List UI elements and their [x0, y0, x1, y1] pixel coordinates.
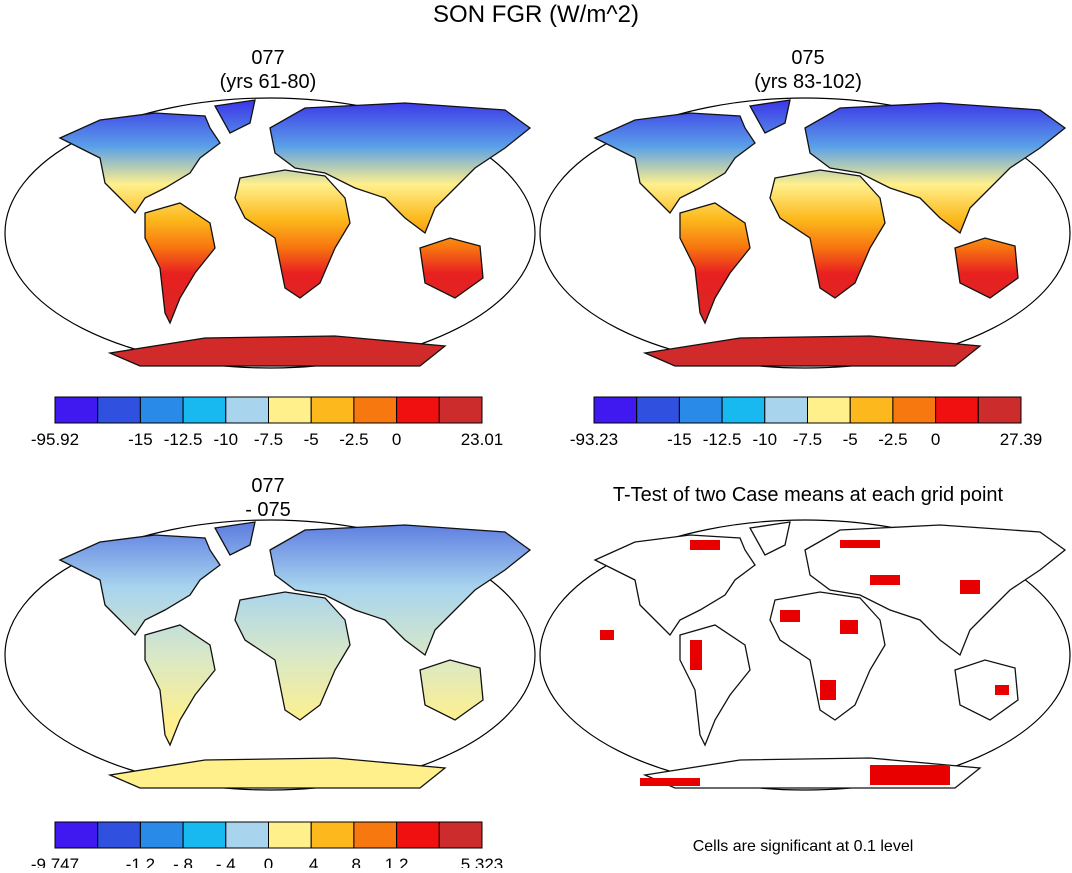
- panel-title: 075: [791, 47, 824, 69]
- colorbar-label: 23.01: [461, 430, 504, 449]
- colorbar-box: [678, 396, 723, 424]
- colorbar-box: [593, 396, 638, 424]
- colorbar-label: -.8: [173, 855, 193, 868]
- colorbar-label: 1.2: [385, 855, 409, 868]
- colorbar-label: -93.23: [570, 430, 618, 449]
- colorbar-box: [310, 821, 355, 849]
- colorbar-box: [438, 396, 483, 424]
- figure-title: SON FGR (W/m^2): [433, 1, 639, 28]
- colorbar-label: .8: [347, 855, 361, 868]
- colorbar-label: -1.2: [126, 855, 155, 868]
- colorbar-label: -.4: [216, 855, 236, 868]
- colorbar-box: [849, 396, 894, 424]
- colorbar-box: [807, 396, 851, 424]
- colorbar-box: [636, 396, 680, 424]
- colorbar-box: [438, 821, 483, 849]
- colorbar-box: [268, 821, 312, 849]
- panel-title: 077: [251, 47, 284, 69]
- colorbar-label: -12.5: [164, 430, 203, 449]
- colorbar-box: [54, 821, 99, 849]
- colorbar-label: 0: [931, 430, 940, 449]
- map: [539, 97, 1071, 369]
- colorbar-box: [353, 821, 398, 849]
- colorbar-label: 5.323: [461, 855, 504, 868]
- colorbar-box: [396, 396, 440, 424]
- colorbar-label: -12.5: [703, 430, 742, 449]
- panel-subtitle: (yrs 83-102): [754, 71, 862, 93]
- colorbar-label: -95.92: [31, 430, 79, 449]
- colorbar-label: 27.39: [1000, 430, 1043, 449]
- colorbar-label: -10: [214, 430, 239, 449]
- colorbar-label: .4: [304, 855, 318, 868]
- colorbar-label: -15: [667, 430, 692, 449]
- colorbar-label: -10: [753, 430, 778, 449]
- colorbar-box: [225, 396, 270, 424]
- colorbar-label: -9.747: [31, 855, 79, 868]
- colorbar-label: -7.5: [254, 430, 283, 449]
- panel-subtitle: (yrs 61-80): [220, 71, 317, 93]
- panel-subtitle: - 075: [245, 499, 291, 521]
- colorbar-box: [97, 821, 141, 849]
- colorbar-box: [182, 396, 227, 424]
- colorbar-box: [310, 396, 355, 424]
- colorbar-box: [182, 821, 227, 849]
- map: [4, 519, 536, 791]
- colorbar-box: [977, 396, 1022, 424]
- panel-title: 077: [251, 475, 284, 497]
- colorbar-label: 0: [392, 430, 401, 449]
- colorbar-label: -15: [128, 430, 153, 449]
- colorbar-box: [139, 396, 184, 424]
- map: [539, 519, 1071, 791]
- colorbar-box: [764, 396, 808, 424]
- colorbar-label: 0: [264, 855, 273, 868]
- note: Cells are significant at 0.1 level: [693, 838, 914, 855]
- colorbar-label: -2.5: [878, 430, 907, 449]
- colorbar-label: -2.5: [339, 430, 368, 449]
- colorbar-label: -5: [843, 430, 858, 449]
- panel-title: T-Test of two Case means at each grid po…: [613, 484, 1004, 506]
- colorbar-box: [935, 396, 979, 424]
- colorbar-box: [721, 396, 766, 424]
- colorbar-box: [268, 396, 312, 424]
- colorbar-box: [396, 821, 440, 849]
- colorbar-box: [225, 821, 270, 849]
- colorbar-box: [97, 396, 141, 424]
- colorbar-box: [139, 821, 184, 849]
- colorbar-box: [54, 396, 99, 424]
- colorbar-box: [353, 396, 398, 424]
- map: [4, 97, 536, 369]
- colorbar-label: -7.5: [793, 430, 822, 449]
- colorbar-label: -5: [304, 430, 319, 449]
- colorbar-box: [892, 396, 937, 424]
